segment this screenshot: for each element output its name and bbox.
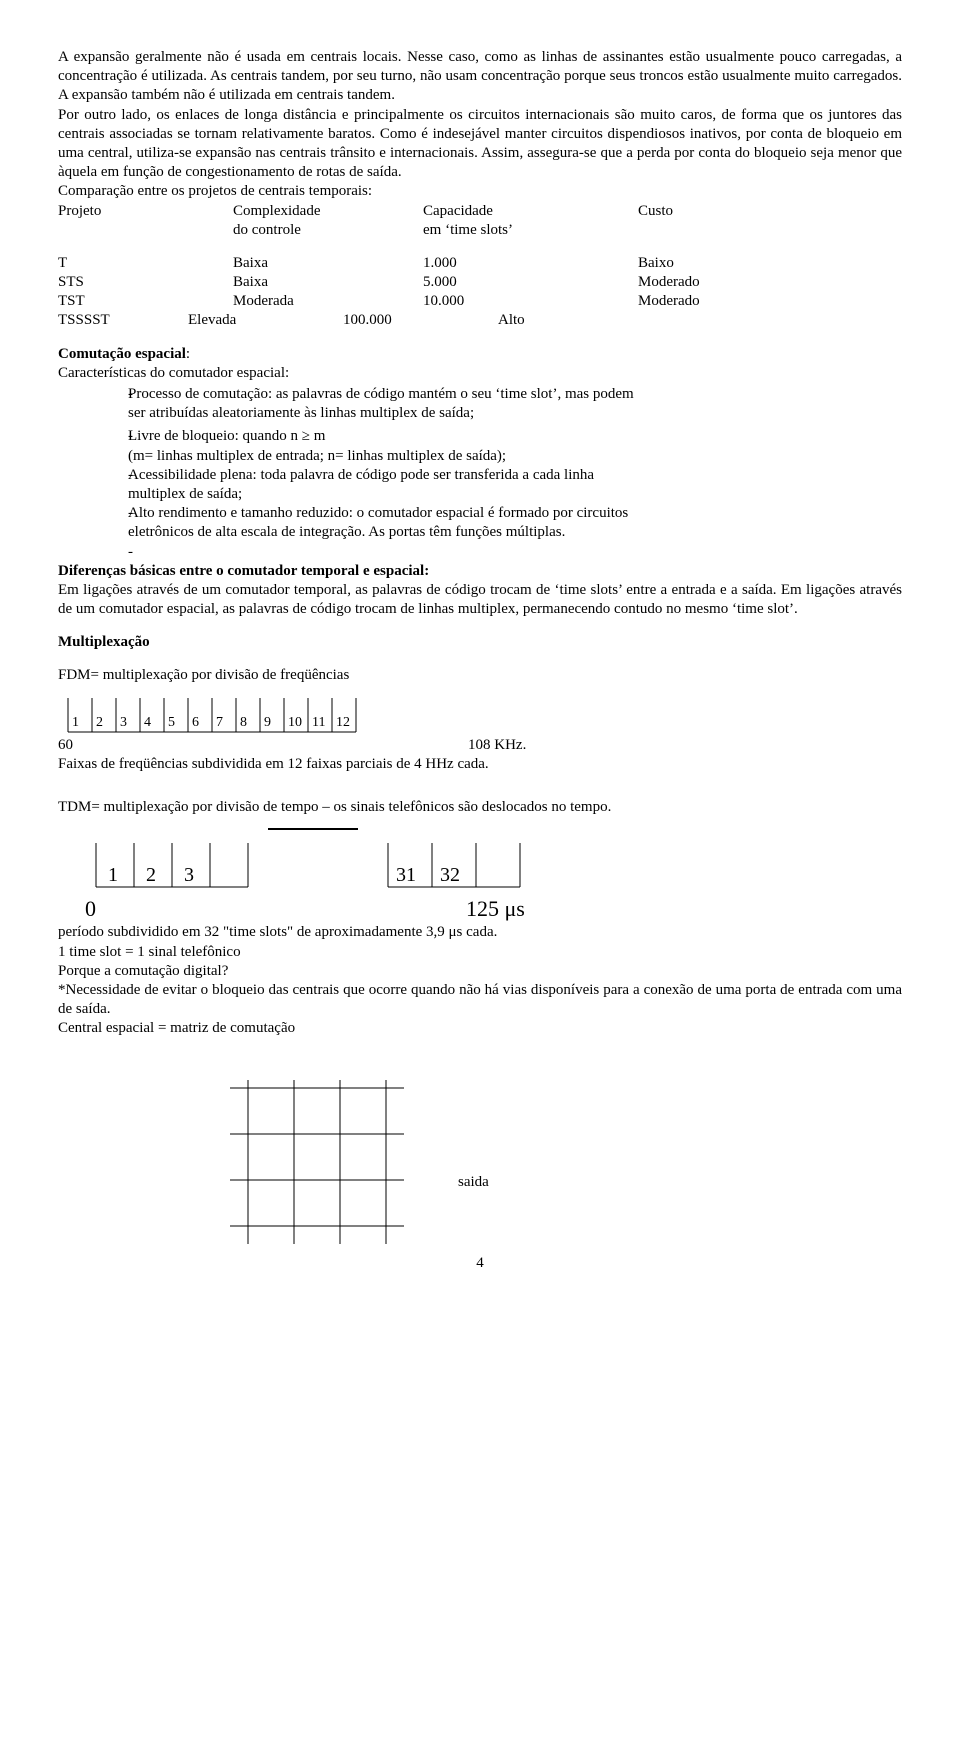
cell: 10.000 bbox=[423, 292, 638, 311]
svg-text:10: 10 bbox=[288, 715, 302, 730]
table-row-last: TSSSST Elevada 100.000 Alto bbox=[58, 311, 902, 330]
hdr-capacidade-2: em ‘time slots’ bbox=[423, 221, 638, 240]
tdm-cap-3: Porque a comutação digital? bbox=[58, 962, 902, 981]
hdr-custo: Custo bbox=[638, 202, 758, 221]
cell: T bbox=[58, 254, 233, 273]
svg-text:11: 11 bbox=[312, 715, 325, 730]
tdm-diagram: 1 2 3 31 32 bbox=[88, 825, 548, 895]
cell-capacidade: 100.000 bbox=[343, 311, 498, 330]
tdm-label: TDM= multiplexação por divisão de tempo … bbox=[58, 798, 902, 817]
table-header: Projeto Complexidade Capacidade Custo bbox=[58, 202, 902, 221]
svg-text:32: 32 bbox=[440, 864, 460, 886]
svg-text:2: 2 bbox=[96, 715, 103, 730]
mux-title: Multiplexação bbox=[58, 633, 902, 652]
hdr-complexidade-2: do controle bbox=[233, 221, 423, 240]
svg-text:31: 31 bbox=[396, 864, 416, 886]
cell: Moderada bbox=[233, 292, 423, 311]
comparison-intro: Comparação entre os projetos de centrais… bbox=[58, 182, 902, 201]
cell: Moderado bbox=[638, 292, 758, 311]
cell: Moderado bbox=[638, 273, 758, 292]
cell: 1.000 bbox=[423, 254, 638, 273]
table-row: TSTModerada10.000Moderado bbox=[58, 292, 902, 311]
table-row: TBaixa1.000Baixo bbox=[58, 254, 902, 273]
fdm-left: 60 bbox=[58, 736, 78, 755]
table-header-2: do controle em ‘time slots’ bbox=[58, 221, 902, 240]
fdm-diagram: 123456789101112 60 108 KHz. bbox=[58, 696, 902, 755]
matrix-label: saida bbox=[458, 1173, 489, 1192]
svg-text:7: 7 bbox=[216, 715, 223, 730]
cell: Baixa bbox=[233, 254, 423, 273]
fdm-label: FDM= multiplexação por divisão de freqüê… bbox=[58, 666, 902, 685]
matrix-diagram bbox=[228, 1078, 428, 1248]
fdm-right: 108 KHz. bbox=[468, 736, 526, 755]
bullet-empty: - bbox=[58, 543, 902, 562]
tdm-right: 125 μs bbox=[466, 895, 525, 923]
tdm-cap-5: Central espacial = matriz de comutação bbox=[58, 1019, 902, 1038]
hdr-capacidade: Capacidade bbox=[423, 202, 638, 221]
cell-custo: Alto bbox=[498, 311, 525, 330]
svg-text:12: 12 bbox=[336, 715, 350, 730]
page-number: 4 bbox=[58, 1254, 902, 1273]
fdm-caption: Faixas de freqüências subdividida em 12 … bbox=[58, 755, 902, 774]
cell-complexidade: Elevada bbox=[188, 311, 343, 330]
svg-text:1: 1 bbox=[108, 864, 118, 886]
paragraph-1: A expansão geralmente não é usada em cen… bbox=[58, 48, 902, 106]
espacial-subtitle: Características do comutador espacial: bbox=[58, 364, 902, 383]
espacial-title: Comutação espacial: bbox=[58, 345, 902, 364]
paragraph-2: Por outro lado, os enlaces de longa dist… bbox=[58, 106, 902, 183]
tdm-left: 0 bbox=[58, 895, 96, 923]
tdm-cap-1: período subdividido em 32 "time slots" d… bbox=[58, 923, 902, 942]
svg-text:6: 6 bbox=[192, 715, 199, 730]
hdr-complexidade: Complexidade bbox=[233, 202, 423, 221]
bullet-4-cont: eletrônicos de alta escala de integração… bbox=[58, 523, 902, 542]
svg-text:8: 8 bbox=[240, 715, 247, 730]
cell-projeto: TSSSST bbox=[58, 311, 188, 330]
dif-text: Em ligações através de um comutador temp… bbox=[58, 581, 902, 619]
cell: 5.000 bbox=[423, 273, 638, 292]
dif-title: Diferenças básicas entre o comutador tem… bbox=[58, 562, 902, 581]
bullet-1: - Processo de comutação: as palavras de … bbox=[58, 385, 902, 404]
bullet-4: - Alto rendimento e tamanho reduzido: o … bbox=[58, 504, 902, 523]
cell: Baixa bbox=[233, 273, 423, 292]
bullet-2: - Livre de bloqueio: quando n ≥ m bbox=[58, 427, 902, 446]
tdm-cap-2: 1 time slot = 1 sinal telefônico bbox=[58, 943, 902, 962]
cell: Baixo bbox=[638, 254, 758, 273]
table-row: STSBaixa5.000Moderado bbox=[58, 273, 902, 292]
svg-text:9: 9 bbox=[264, 715, 271, 730]
tdm-cap-4: *Necessidade de evitar o bloqueio das ce… bbox=[58, 981, 902, 1019]
svg-text:3: 3 bbox=[120, 715, 127, 730]
cell: STS bbox=[58, 273, 233, 292]
svg-text:3: 3 bbox=[184, 864, 194, 886]
svg-text:4: 4 bbox=[144, 715, 151, 730]
bullet-3: - Acessibilidade plena: toda palavra de … bbox=[58, 466, 902, 485]
bullet-2-cont: (m= linhas multiplex de entrada; n= linh… bbox=[58, 447, 902, 466]
bullet-3-cont: multiplex de saída; bbox=[58, 485, 902, 504]
svg-text:1: 1 bbox=[72, 715, 79, 730]
bullet-1-cont: ser atribuídas aleatoriamente às linhas … bbox=[58, 404, 902, 423]
cell: TST bbox=[58, 292, 233, 311]
svg-text:5: 5 bbox=[168, 715, 175, 730]
svg-text:2: 2 bbox=[146, 864, 156, 886]
hdr-projeto: Projeto bbox=[58, 202, 233, 221]
